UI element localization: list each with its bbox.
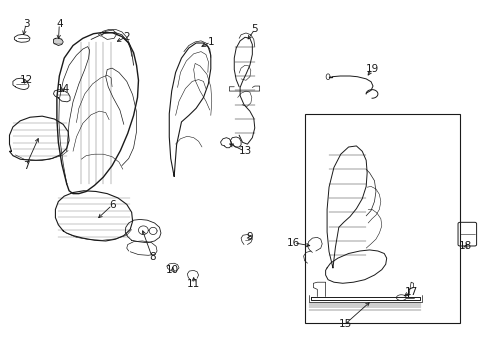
Text: 13: 13	[238, 146, 252, 156]
Text: 7: 7	[23, 161, 29, 171]
Text: 14: 14	[57, 84, 70, 94]
Text: 11: 11	[187, 279, 200, 289]
Text: 5: 5	[251, 24, 258, 35]
Text: 3: 3	[23, 19, 29, 29]
Text: 9: 9	[246, 232, 253, 242]
Text: 1: 1	[207, 37, 214, 47]
Text: 10: 10	[166, 265, 179, 275]
Text: 17: 17	[405, 287, 418, 297]
Text: 12: 12	[20, 75, 33, 85]
Text: 18: 18	[459, 241, 472, 251]
Text: 4: 4	[56, 19, 63, 29]
Text: 6: 6	[109, 200, 116, 210]
Text: 19: 19	[366, 64, 379, 74]
Text: 16: 16	[287, 238, 300, 248]
Bar	[305, 114, 460, 323]
Text: 8: 8	[149, 252, 155, 262]
Text: 15: 15	[339, 319, 352, 329]
Text: 2: 2	[123, 32, 130, 41]
